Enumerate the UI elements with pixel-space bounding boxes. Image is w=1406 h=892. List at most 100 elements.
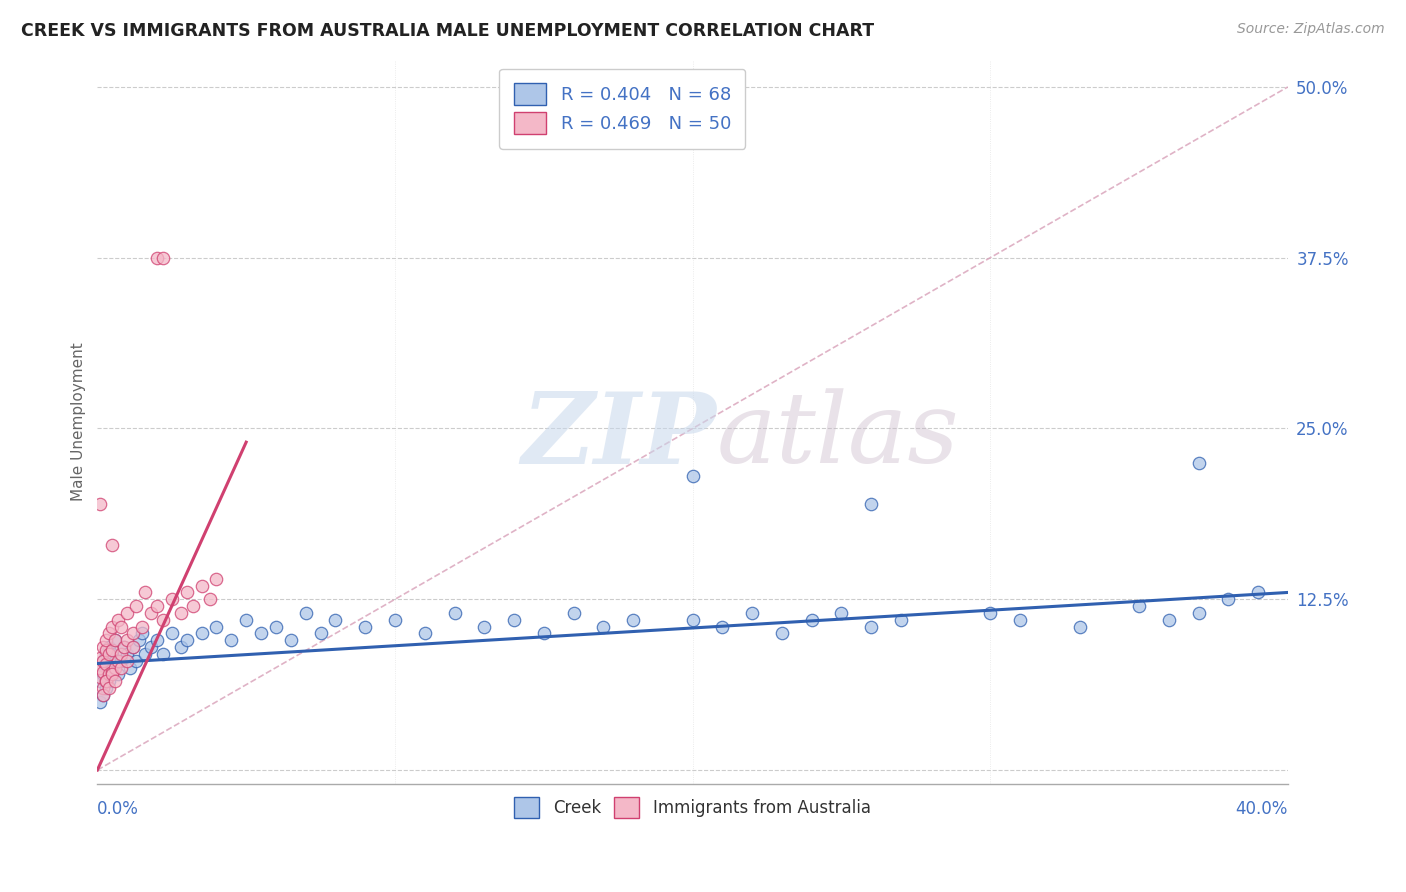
Y-axis label: Male Unemployment: Male Unemployment xyxy=(72,343,86,501)
Point xyxy=(101,665,124,679)
Point xyxy=(98,667,121,681)
Point xyxy=(152,647,174,661)
Point xyxy=(139,606,162,620)
Point xyxy=(503,613,526,627)
Point xyxy=(89,695,111,709)
Point xyxy=(146,633,169,648)
Point xyxy=(91,654,114,668)
Point xyxy=(443,606,465,620)
Point xyxy=(107,613,129,627)
Point xyxy=(98,681,121,695)
Point xyxy=(280,633,302,648)
Point xyxy=(96,633,118,648)
Point xyxy=(96,660,118,674)
Point xyxy=(621,613,644,627)
Point xyxy=(152,251,174,265)
Point xyxy=(101,538,124,552)
Point xyxy=(134,585,156,599)
Point xyxy=(110,660,132,674)
Legend: Creek, Immigrants from Australia: Creek, Immigrants from Australia xyxy=(506,789,879,826)
Point xyxy=(472,619,495,633)
Point xyxy=(800,613,823,627)
Text: ZIP: ZIP xyxy=(522,388,717,484)
Point xyxy=(176,585,198,599)
Point xyxy=(741,606,763,620)
Point xyxy=(122,640,145,654)
Point xyxy=(120,660,142,674)
Point xyxy=(682,469,704,483)
Text: 0.0%: 0.0% xyxy=(97,800,139,818)
Point xyxy=(134,647,156,661)
Point xyxy=(101,647,124,661)
Point xyxy=(1247,585,1270,599)
Point xyxy=(101,643,124,657)
Point xyxy=(860,619,883,633)
Point xyxy=(384,613,406,627)
Point xyxy=(1187,456,1209,470)
Point xyxy=(562,606,585,620)
Point xyxy=(91,681,114,695)
Point xyxy=(107,667,129,681)
Point xyxy=(115,647,138,661)
Point xyxy=(979,606,1001,620)
Point xyxy=(205,572,228,586)
Point xyxy=(1008,613,1031,627)
Point xyxy=(250,626,273,640)
Point xyxy=(264,619,287,633)
Point xyxy=(91,640,114,654)
Point xyxy=(96,681,118,695)
Point xyxy=(104,633,127,648)
Text: CREEK VS IMMIGRANTS FROM AUSTRALIA MALE UNEMPLOYMENT CORRELATION CHART: CREEK VS IMMIGRANTS FROM AUSTRALIA MALE … xyxy=(21,22,875,40)
Point xyxy=(89,674,111,689)
Point xyxy=(101,619,124,633)
Point xyxy=(170,606,193,620)
Text: Source: ZipAtlas.com: Source: ZipAtlas.com xyxy=(1237,22,1385,37)
Point xyxy=(115,606,138,620)
Point xyxy=(830,606,852,620)
Point xyxy=(89,660,111,674)
Point xyxy=(125,654,148,668)
Point xyxy=(205,619,228,633)
Point xyxy=(122,626,145,640)
Point xyxy=(711,619,734,633)
Point xyxy=(170,640,193,654)
Point xyxy=(682,613,704,627)
Point xyxy=(190,626,212,640)
Point xyxy=(200,592,222,607)
Point xyxy=(91,688,114,702)
Point xyxy=(89,670,111,684)
Point xyxy=(115,654,138,668)
Point xyxy=(91,688,114,702)
Point xyxy=(107,654,129,668)
Point xyxy=(309,626,332,640)
Point xyxy=(146,599,169,614)
Point xyxy=(91,654,114,668)
Point xyxy=(96,643,118,657)
Point xyxy=(1128,599,1150,614)
Text: atlas: atlas xyxy=(717,389,959,483)
Point xyxy=(115,633,138,648)
Point xyxy=(860,497,883,511)
Point xyxy=(176,633,198,648)
Point xyxy=(146,251,169,265)
Point xyxy=(96,657,118,671)
Point xyxy=(110,654,132,668)
Point xyxy=(112,640,135,654)
Point xyxy=(101,667,124,681)
Point xyxy=(128,633,150,648)
Point xyxy=(110,647,132,661)
Point xyxy=(533,626,555,640)
Point xyxy=(96,674,118,689)
Point xyxy=(96,647,118,661)
Point xyxy=(325,613,347,627)
Point xyxy=(139,640,162,654)
Point xyxy=(122,640,145,654)
Point xyxy=(131,619,153,633)
Point xyxy=(98,647,121,661)
Point xyxy=(413,626,436,640)
Point xyxy=(592,619,614,633)
Point xyxy=(354,619,377,633)
Point xyxy=(190,579,212,593)
Point xyxy=(160,626,183,640)
Point xyxy=(1187,606,1209,620)
